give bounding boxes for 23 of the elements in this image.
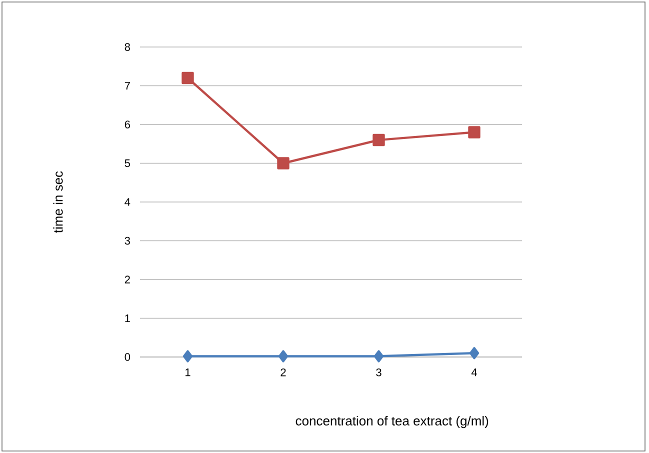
x-tick-label: 3 [376,368,382,376]
point [372,134,385,146]
y-tick-label: 2 [124,276,130,284]
point [182,72,194,84]
y-tick-label: 6 [124,120,130,128]
point [182,350,193,362]
point [468,126,480,138]
point [278,350,288,362]
y-tick-label: 7 [124,82,130,90]
y-tick-label: 4 [124,198,130,206]
y-tick-label: 1 [125,314,130,322]
y-axis-title: time in sec [53,171,63,233]
x-tick-label: 1 [186,368,190,376]
point [277,157,290,170]
x-tick-label: 2 [280,368,286,376]
point [374,350,384,362]
x-axis-title: concentration of tea extract (g/ml) [296,416,488,428]
point [469,347,480,360]
y-tick-label: 5 [124,159,130,168]
y-tick-label: 0 [124,353,130,361]
y-tick-label: 8 [124,43,130,51]
x-tick-label: 4 [471,368,477,376]
y-tick-label: 3 [124,236,130,245]
